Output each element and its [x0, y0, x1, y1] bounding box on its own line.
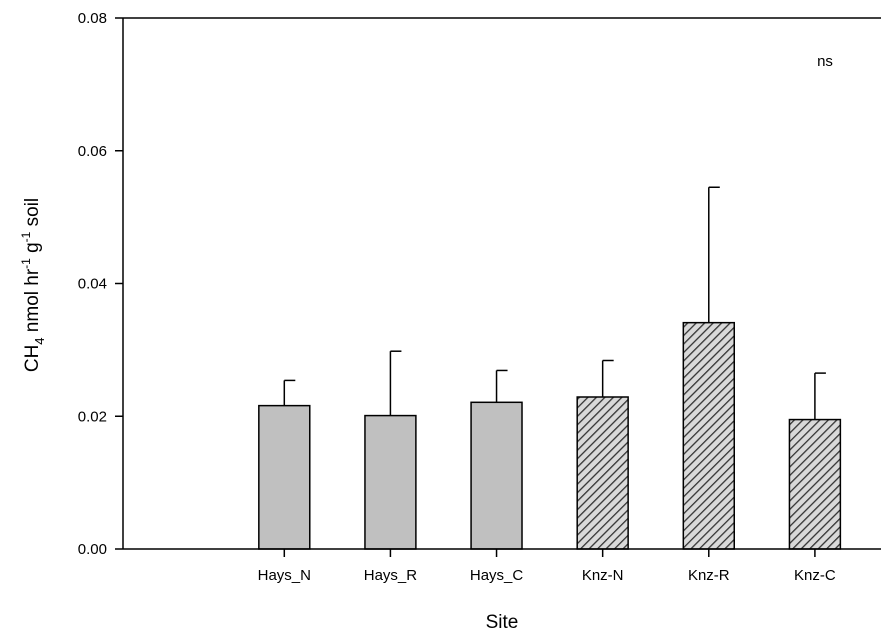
- x-tick-label: Hays_C: [470, 567, 524, 584]
- y-ticks: 0.00 0.02 0.04 0.06 0.08: [78, 10, 123, 558]
- x-tick-label: Hays_R: [364, 567, 418, 584]
- y-axis-title-part1: nmol hr: [22, 268, 43, 337]
- bar: [788, 418, 842, 550]
- y-axis-title-part2: g: [22, 242, 43, 258]
- bar: [364, 414, 417, 550]
- bar: [258, 404, 311, 550]
- y-axis-title: CH4 nmol hr-1 g-1 soil: [19, 198, 47, 372]
- y-axis-title-superscript1: -1: [19, 258, 33, 269]
- x-tick-label: Knz-C: [794, 567, 836, 584]
- y-axis-title-superscript2: -1: [19, 231, 33, 242]
- y-axis-title-subscript: 4: [32, 337, 47, 344]
- y-axis-title-main: CH: [22, 345, 43, 372]
- x-tick-label: Knz-R: [688, 567, 730, 584]
- y-tick-label: 0.08: [78, 10, 107, 27]
- y-tick-label: 0.02: [78, 408, 107, 425]
- x-axis-title: Site: [486, 612, 519, 633]
- y-tick-label: 0.04: [78, 276, 107, 293]
- significance-annotation: ns: [817, 53, 833, 70]
- error-bars: [283, 186, 826, 420]
- y-tick-label: 0.00: [78, 541, 107, 558]
- x-tick-label: Hays_N: [258, 567, 311, 584]
- x-tick-label: Knz-N: [582, 567, 624, 584]
- bar: [576, 396, 629, 550]
- y-axis-title-part3: soil: [22, 198, 43, 232]
- bar: [470, 401, 523, 550]
- bar: [682, 321, 736, 550]
- bars: [258, 321, 842, 550]
- y-tick-label: 0.06: [78, 143, 107, 160]
- x-ticks: Hays_N Hays_R Hays_C Knz-N Knz-R Knz-C: [258, 549, 836, 584]
